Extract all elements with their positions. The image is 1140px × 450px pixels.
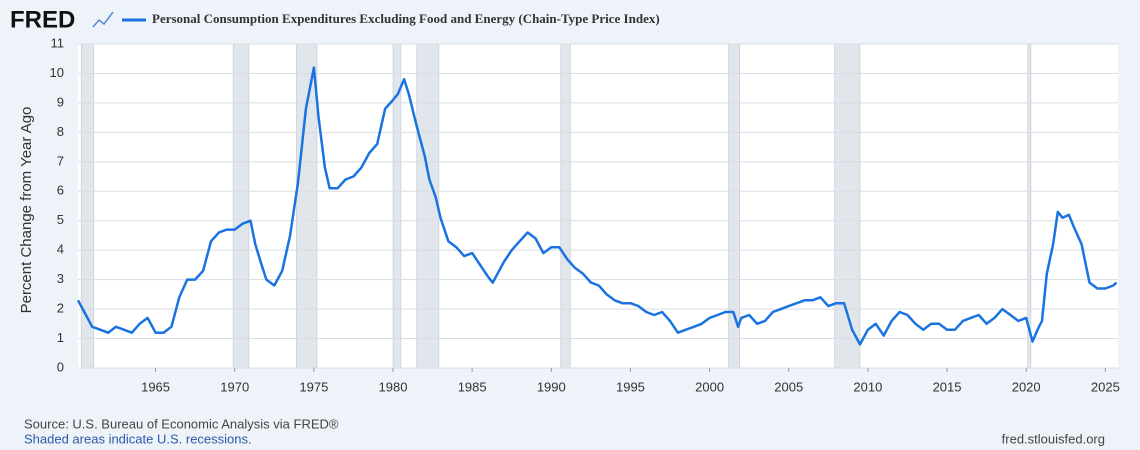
y-tick-label: 2 xyxy=(57,301,64,316)
url: fred.stlouisfed.org xyxy=(1002,431,1105,446)
recession-band xyxy=(232,43,250,369)
recession-band xyxy=(1027,43,1032,369)
recession-band xyxy=(296,43,318,369)
y-tick-label: 4 xyxy=(57,242,64,257)
x-tick-label: 1985 xyxy=(458,379,487,394)
recession-band xyxy=(416,43,440,369)
recession-band xyxy=(834,43,861,369)
lines xyxy=(76,66,1118,346)
logo-icon xyxy=(92,11,114,28)
grid xyxy=(78,43,1118,372)
x-tick-label: 1965 xyxy=(141,379,170,394)
y-tick-label: 9 xyxy=(57,94,64,109)
y-tick-label: 6 xyxy=(57,183,64,198)
x-tick-label: 1975 xyxy=(299,379,328,394)
series-line xyxy=(76,66,1118,346)
x-tick-label: 2005 xyxy=(774,379,803,394)
y-tick-label: 8 xyxy=(57,124,64,139)
x-tick-label: 1990 xyxy=(537,379,566,394)
recession-band xyxy=(728,43,740,369)
y-tick-label: 11 xyxy=(51,35,65,50)
recession-band xyxy=(560,43,571,369)
y-tick-label: 5 xyxy=(57,212,64,227)
y-tick-label: 3 xyxy=(57,271,64,286)
x-tick-label: 2010 xyxy=(853,379,882,394)
x-tick-label: 1970 xyxy=(220,379,249,394)
y-axis-label: Percent Change from Year Ago xyxy=(18,107,35,314)
x-tick-label: 2000 xyxy=(695,379,724,394)
x-tick-label: 2020 xyxy=(1012,379,1041,394)
x-tick-label: 2025 xyxy=(1091,379,1120,394)
recession-note: Shaded areas indicate U.S. recessions. xyxy=(24,431,252,446)
y-tick-label: 0 xyxy=(57,359,64,374)
x-tick-label: 1995 xyxy=(616,379,645,394)
x-tick-label: 2015 xyxy=(933,379,962,394)
y-tick-label: 1 xyxy=(57,330,64,345)
y-tick-label: 7 xyxy=(57,153,64,168)
source: Source: U.S. Bureau of Economic Analysis… xyxy=(24,416,339,431)
y-tick-label: 10 xyxy=(50,65,64,80)
plot-area xyxy=(78,44,1118,368)
x-tick-label: 1980 xyxy=(379,379,408,394)
brand-logo: FRED xyxy=(10,6,75,33)
legend-label: Personal Consumption Expenditures Exclud… xyxy=(152,11,660,26)
